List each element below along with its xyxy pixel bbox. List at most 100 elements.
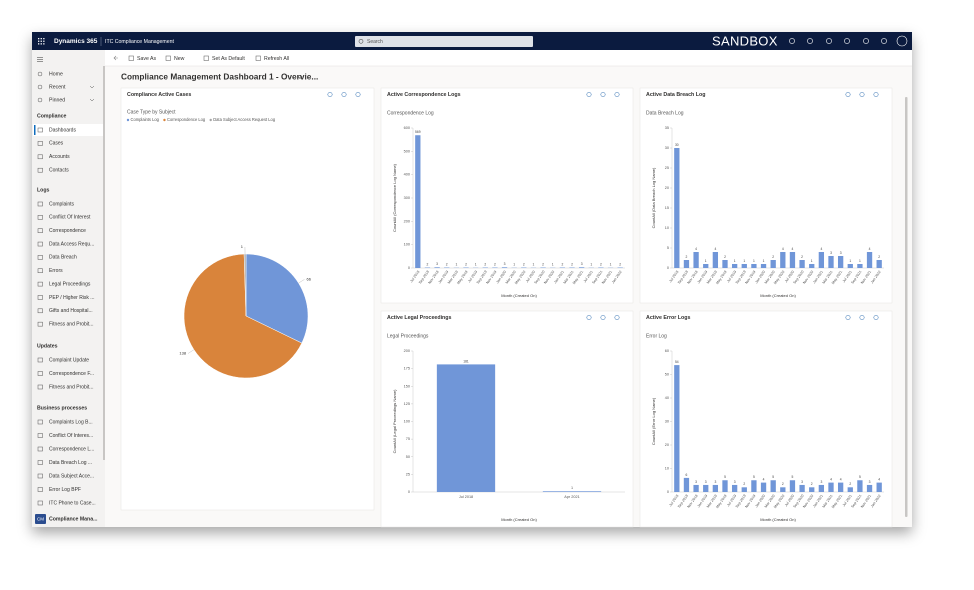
panel-action[interactable] — [614, 92, 620, 97]
nav-item[interactable]: Error Log BPF — [49, 487, 81, 493]
header-icon[interactable] — [863, 38, 869, 44]
bar[interactable] — [731, 484, 738, 492]
bar[interactable] — [847, 487, 853, 492]
nav-item[interactable]: Complaints Log B... — [49, 419, 93, 425]
bar[interactable] — [828, 256, 834, 268]
waffle-dot[interactable] — [43, 40, 45, 42]
nav-item[interactable]: Home — [49, 71, 63, 77]
bar[interactable] — [789, 480, 796, 492]
waffle-dot[interactable] — [38, 43, 40, 45]
bar[interactable] — [770, 480, 776, 492]
bar[interactable] — [731, 264, 738, 268]
panel-action[interactable] — [355, 92, 361, 97]
nav-item[interactable]: Complaints — [49, 201, 75, 207]
nav-item[interactable]: Data Subject Acce... — [49, 473, 94, 479]
panel-action[interactable] — [859, 315, 865, 320]
nav-item[interactable]: Gifts and Hospital... — [49, 308, 93, 314]
command-button[interactable]: New — [174, 56, 185, 62]
nav-item[interactable]: Data Access Requ... — [49, 241, 94, 247]
nav-item[interactable]: PEP / Higher Risk ... — [49, 295, 94, 301]
nav-item[interactable]: Correspondence — [49, 228, 86, 234]
bar[interactable] — [434, 267, 440, 268]
nav-item[interactable]: Data Breach Log ... — [49, 460, 92, 466]
bar[interactable] — [866, 252, 873, 268]
module-name[interactable]: ITC Compliance Management — [105, 39, 174, 45]
bar[interactable] — [415, 135, 421, 268]
nav-item[interactable]: Cases — [49, 141, 64, 147]
nav-item[interactable]: Fitness and Probit... — [49, 384, 93, 390]
header-icon[interactable] — [826, 38, 832, 44]
back-icon[interactable] — [113, 55, 118, 61]
panel-action[interactable] — [614, 315, 620, 320]
bar[interactable] — [693, 484, 699, 492]
panel-action[interactable] — [327, 92, 333, 97]
command-button[interactable]: Refresh All — [264, 56, 289, 62]
nav-item[interactable]: Pinned — [49, 97, 65, 103]
panel-action[interactable] — [859, 92, 865, 97]
bar[interactable] — [780, 487, 786, 492]
waffle-dot[interactable] — [38, 38, 40, 40]
bar[interactable] — [578, 267, 585, 268]
bar[interactable] — [722, 260, 728, 268]
bar[interactable] — [809, 487, 815, 492]
bar[interactable] — [741, 487, 747, 492]
bar[interactable] — [857, 480, 863, 492]
bar[interactable] — [542, 491, 602, 492]
panel-action[interactable] — [600, 315, 606, 320]
bar[interactable] — [674, 148, 680, 268]
hamburger[interactable] — [37, 57, 43, 62]
panel-action[interactable] — [600, 92, 606, 97]
nav-item[interactable]: Complaint Update — [49, 357, 89, 363]
waffle-dot[interactable] — [40, 43, 42, 45]
bar[interactable] — [674, 365, 680, 492]
bar[interactable] — [712, 252, 719, 268]
command-button[interactable]: Save As — [137, 56, 156, 62]
bar[interactable] — [876, 260, 882, 268]
nav-item[interactable]: Data Breach — [49, 255, 77, 261]
panel-action[interactable] — [586, 315, 592, 320]
dashboard-title[interactable]: Compliance Management Dashboard 1 - Over… — [121, 72, 318, 82]
nav-item[interactable]: Recent — [49, 84, 66, 90]
panel-action[interactable] — [845, 92, 851, 97]
bar[interactable] — [866, 484, 873, 492]
bar[interactable] — [809, 264, 815, 268]
panel-action[interactable] — [845, 315, 851, 320]
header-icon[interactable] — [881, 38, 887, 44]
bar[interactable] — [837, 482, 844, 492]
bar[interactable] — [436, 364, 496, 492]
bar[interactable] — [818, 484, 825, 492]
nav-item[interactable]: Correspondence F... — [49, 371, 94, 377]
bar[interactable] — [683, 260, 690, 268]
nav-item[interactable]: Correspondence L... — [49, 446, 94, 452]
bar[interactable] — [741, 264, 747, 268]
bar[interactable] — [501, 267, 508, 268]
area-switcher[interactable]: Compliance Mana... — [49, 517, 98, 523]
bar[interactable] — [876, 482, 882, 492]
panel-action[interactable] — [341, 92, 347, 97]
nav-item[interactable]: Fitness and Probit... — [49, 321, 93, 327]
panel-action[interactable] — [873, 92, 879, 97]
app-name[interactable]: Dynamics 365 — [54, 38, 98, 45]
bar[interactable] — [780, 252, 786, 268]
command-button[interactable]: Set As Default — [212, 56, 245, 62]
bar[interactable] — [693, 252, 699, 268]
bar[interactable] — [828, 482, 834, 492]
nav-item[interactable]: Conflict Of Interest — [49, 215, 91, 221]
bar[interactable] — [847, 264, 853, 268]
nav-item[interactable]: Accounts — [49, 154, 70, 160]
bar[interactable] — [770, 260, 776, 268]
nav-item[interactable]: Errors — [49, 268, 63, 274]
bar[interactable] — [857, 264, 863, 268]
waffle-dot[interactable] — [40, 38, 42, 40]
bar[interactable] — [751, 264, 757, 268]
bar[interactable] — [837, 256, 844, 268]
bar[interactable] — [703, 264, 709, 268]
bar[interactable] — [799, 484, 805, 492]
bar[interactable] — [712, 484, 719, 492]
avatar[interactable] — [896, 35, 908, 47]
bar[interactable] — [722, 480, 728, 492]
panel-action[interactable] — [873, 315, 879, 320]
nav-item[interactable]: Conflict Of Interes... — [49, 433, 93, 439]
nav-item[interactable]: ITC Phone to Case... — [49, 500, 96, 506]
bar[interactable] — [760, 264, 767, 268]
